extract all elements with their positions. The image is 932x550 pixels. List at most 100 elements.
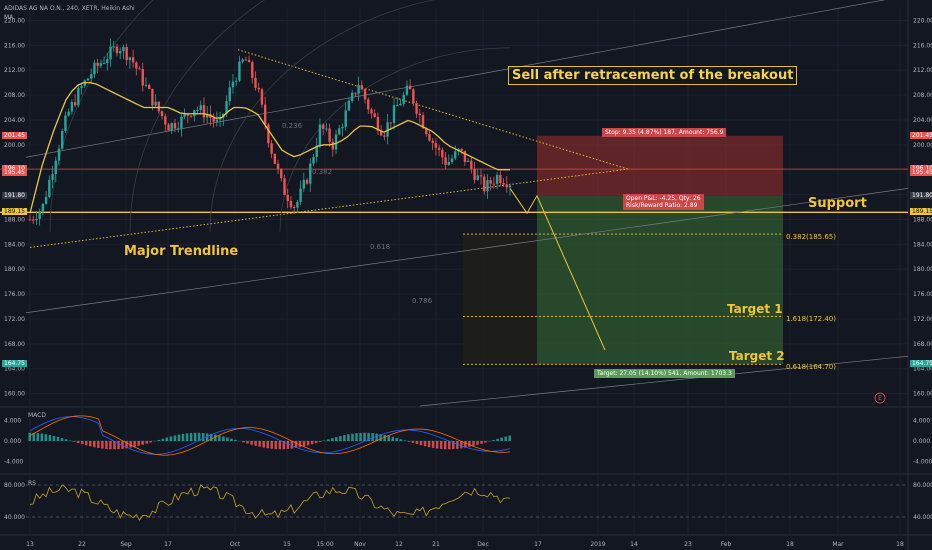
y-tick-label-left: 204.00 (4, 117, 25, 124)
fan-0236-label: 0.236 (282, 122, 303, 130)
y-tick-label-left: 188.00 (4, 216, 25, 223)
rsi-tick-label-right: 40.000 (913, 514, 932, 521)
x-tick-label: 18 (786, 541, 794, 548)
macd-tick-label-left: 0.000 (4, 438, 21, 445)
y-tick-label-left: 160.00 (4, 391, 25, 398)
candle-body (325, 128, 328, 130)
macd-histogram-bar (48, 434, 52, 441)
candle-body (73, 102, 77, 106)
candle-body (202, 105, 206, 118)
stop-label: Stop: 9.35 (4.87%) 187, Amount: 756.9 (602, 128, 727, 137)
candle-body (77, 87, 80, 106)
indicator-label[interactable]: MA (4, 14, 14, 21)
x-tick-label: 17 (164, 541, 172, 548)
candle-body (486, 180, 489, 192)
candle-body (396, 105, 399, 107)
candle-body (305, 179, 309, 184)
x-tick-label: Feb (721, 541, 732, 548)
candle-body (254, 77, 257, 88)
moving-average-line (29, 81, 510, 214)
macd-histogram-bar (399, 439, 403, 441)
macd-histogram-bar (234, 439, 237, 441)
macd-histogram-bar (508, 435, 511, 441)
macd-histogram-bar (64, 439, 68, 441)
macd-histogram-bar (318, 441, 322, 442)
macd-histogram-bar (419, 441, 423, 446)
macd-histogram-bar (97, 441, 100, 448)
candle-body (115, 46, 119, 54)
candle-body (370, 109, 373, 114)
fan-0382-label: 0.382 (312, 168, 333, 176)
candle-body (492, 183, 496, 185)
macd-histogram-bar (210, 433, 213, 441)
candle-body (86, 78, 90, 81)
time-axis[interactable]: 13 22 Sep 17 Oct 15 15:00 Nov 12 21 Dec 17 2019 14 23 F… (26, 541, 904, 548)
macd-histogram-bar (500, 437, 503, 441)
macd-histogram-bar (423, 441, 427, 447)
candle-body (379, 130, 383, 136)
macd-histogram-bar (383, 434, 386, 441)
fib-fan-arc (279, 47, 511, 232)
x-tick-label: 23 (684, 541, 692, 548)
macd-histogram-bar (314, 441, 318, 444)
x-tick-label: Sep (120, 541, 132, 548)
channel-line-mid (25, 187, 909, 314)
candle-body (466, 160, 470, 163)
macd-histogram-bar (113, 441, 116, 450)
fib-fan-arc (209, 0, 435, 232)
candle-body (186, 113, 190, 116)
macd-histogram-bar (395, 437, 399, 441)
macd-histogram-bar (359, 432, 362, 441)
y-tick-label-left: 172.00 (4, 316, 25, 323)
macd-histogram-bar (468, 441, 471, 447)
candle-body (160, 111, 164, 117)
candle-body (499, 174, 502, 183)
macd-tick-label-right: -4.000 (913, 459, 932, 466)
candle-body (173, 123, 177, 129)
title-annotation: Sell after retracement of the breakout (508, 66, 798, 85)
candle-body (225, 101, 228, 114)
macd-label[interactable]: MACD (28, 412, 46, 419)
pnl-text: Open P&L: -4.25, Qty: 26 (626, 195, 701, 202)
macd-tick-label-left: 4.000 (4, 417, 21, 424)
candle-body (231, 81, 235, 88)
price-tag-left: 189.15 (2, 208, 27, 216)
macd-histogram-bar (270, 441, 274, 449)
rsi-label[interactable]: RS (28, 480, 36, 487)
macd-histogram-bar (355, 433, 358, 441)
y-tick-label-right: 172.00 (913, 316, 932, 323)
candle-body (415, 103, 418, 114)
price-tag-left: 191.80 (2, 191, 27, 199)
macd-histogram-bar (28, 432, 31, 441)
candle-body (489, 180, 492, 184)
candle-body (51, 174, 54, 180)
candle-body (61, 130, 64, 149)
symbol-title[interactable]: ADIDAS AG NA O.N., 240, XETR, Heikin Ash… (4, 5, 135, 12)
candle-body (412, 89, 415, 104)
y-tick-label-right: 184.00 (913, 241, 932, 248)
candle-body (260, 89, 264, 105)
major-trendline (29, 168, 629, 248)
x-tick-label: Mar (832, 541, 844, 548)
macd-histogram-bar (76, 441, 80, 443)
macd-histogram-bar (262, 441, 265, 448)
candle-body (350, 92, 354, 102)
fib-0618-label: 0.618(164.70) (786, 363, 836, 371)
macd-histogram-bar (464, 441, 467, 448)
candle-body (405, 85, 409, 95)
trendline-annotation: Major Trendline (124, 244, 239, 259)
candle-body (183, 113, 186, 117)
macd-histogram-bar (189, 432, 193, 441)
macd-histogram-bar (129, 441, 132, 448)
macd-histogram-bar (254, 441, 257, 446)
stop-zone (537, 135, 783, 196)
macd-histogram-bar (472, 441, 475, 446)
rsi-pane: 80.000 80.000 40.000 40.000 (4, 482, 932, 521)
candle-body (334, 134, 338, 150)
macd-histogram-bar (331, 438, 334, 441)
macd-histogram-bar (339, 435, 342, 441)
macd-histogram-bar (298, 441, 302, 448)
candle-body (312, 156, 315, 164)
candle-body (147, 84, 151, 89)
